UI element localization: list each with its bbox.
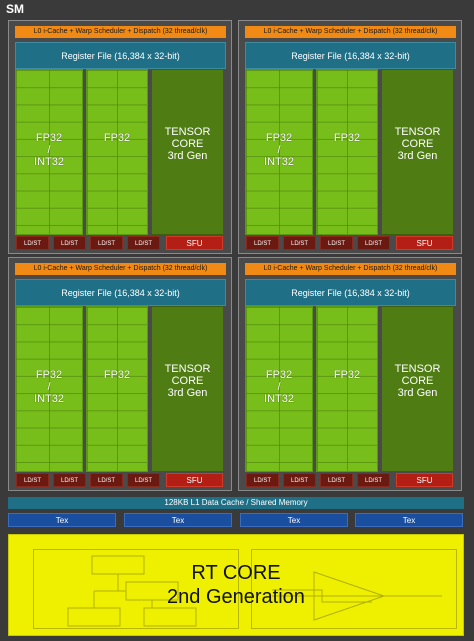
fp32-int32-label: FP32 / INT32 [34, 132, 64, 168]
tensor-core: TENSOR CORE 3rd Gen [151, 306, 224, 472]
ldst-unit: LD/ST [320, 236, 353, 250]
tex-unit: Tex [124, 513, 232, 527]
warp-scheduler-header: L0 i-Cache + Warp Scheduler + Dispatch (… [15, 263, 226, 275]
tensor-core-label: TENSOR CORE 3rd Gen [394, 363, 441, 399]
tensor-core-label: TENSOR CORE 3rd Gen [164, 126, 211, 162]
rt-core: RT CORE 2nd Generation [8, 534, 464, 636]
fp32-unit: FP32 [316, 69, 378, 235]
ldst-unit: LD/ST [246, 473, 279, 487]
ldst-unit: LD/ST [90, 236, 123, 250]
ldst-unit: LD/ST [320, 473, 353, 487]
tensor-core: TENSOR CORE 3rd Gen [381, 306, 454, 472]
fp32-label: FP32 [103, 132, 131, 144]
tex-unit: Tex [240, 513, 348, 527]
processing-block: L0 i-Cache + Warp Scheduler + Dispatch (… [238, 20, 462, 254]
ldst-unit: LD/ST [16, 473, 49, 487]
tensor-core: TENSOR CORE 3rd Gen [381, 69, 454, 235]
tensor-core: TENSOR CORE 3rd Gen [151, 69, 224, 235]
fp32-unit: FP32 [316, 306, 378, 472]
sm-title: SM [6, 2, 24, 16]
ldst-unit: LD/ST [53, 473, 86, 487]
ldst-unit: LD/ST [357, 236, 390, 250]
tensor-core-label: TENSOR CORE 3rd Gen [164, 363, 211, 399]
tex-unit: Tex [8, 513, 116, 527]
warp-scheduler-header: L0 i-Cache + Warp Scheduler + Dispatch (… [245, 26, 456, 38]
tex-unit: Tex [355, 513, 463, 527]
warp-scheduler-header: L0 i-Cache + Warp Scheduler + Dispatch (… [245, 263, 456, 275]
bvh-traversal-box [33, 549, 239, 629]
sfu-unit: SFU [396, 236, 453, 250]
triangle-intersection-icon [272, 571, 442, 621]
ldst-unit: LD/ST [90, 473, 123, 487]
sfu-unit: SFU [166, 236, 223, 250]
fp32-label: FP32 [103, 369, 131, 381]
rt-core-label: RT CORE 2nd Generation [167, 562, 305, 608]
bvh-tree-icon [67, 555, 197, 627]
tensor-core-label: TENSOR CORE 3rd Gen [394, 126, 441, 162]
ldst-unit: LD/ST [127, 236, 160, 250]
register-file: Register File (16,384 x 32-bit) [245, 42, 456, 69]
fp32-label: FP32 [333, 369, 361, 381]
ldst-unit: LD/ST [246, 236, 279, 250]
fp32-int32-unit: FP32 / INT32 [15, 306, 83, 472]
sfu-unit: SFU [166, 473, 223, 487]
l1-data-cache: 128KB L1 Data Cache / Shared Memory [8, 497, 464, 509]
processing-block: L0 i-Cache + Warp Scheduler + Dispatch (… [8, 20, 232, 254]
ldst-unit: LD/ST [357, 473, 390, 487]
fp32-unit: FP32 [86, 69, 148, 235]
ldst-unit: LD/ST [127, 473, 160, 487]
ldst-unit: LD/ST [53, 236, 86, 250]
ldst-unit: LD/ST [16, 236, 49, 250]
ldst-unit: LD/ST [283, 473, 316, 487]
fp32-int32-unit: FP32 / INT32 [245, 69, 313, 235]
register-file: Register File (16,384 x 32-bit) [245, 279, 456, 306]
register-file: Register File (16,384 x 32-bit) [15, 279, 226, 306]
sfu-unit: SFU [396, 473, 453, 487]
processing-block: L0 i-Cache + Warp Scheduler + Dispatch (… [8, 257, 232, 491]
fp32-int32-label: FP32 / INT32 [264, 369, 294, 405]
fp32-int32-unit: FP32 / INT32 [15, 69, 83, 235]
ldst-unit: LD/ST [283, 236, 316, 250]
fp32-label: FP32 [333, 132, 361, 144]
processing-block: L0 i-Cache + Warp Scheduler + Dispatch (… [238, 257, 462, 491]
fp32-int32-unit: FP32 / INT32 [245, 306, 313, 472]
warp-scheduler-header: L0 i-Cache + Warp Scheduler + Dispatch (… [15, 26, 226, 38]
fp32-int32-label: FP32 / INT32 [264, 132, 294, 168]
fp32-unit: FP32 [86, 306, 148, 472]
register-file: Register File (16,384 x 32-bit) [15, 42, 226, 69]
fp32-int32-label: FP32 / INT32 [34, 369, 64, 405]
ray-intersection-box [251, 549, 457, 629]
